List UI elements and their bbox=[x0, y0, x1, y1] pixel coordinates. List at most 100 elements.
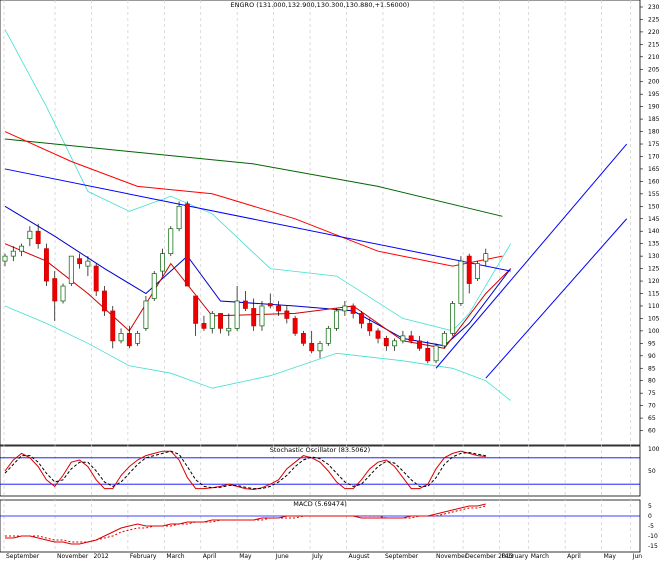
price-tick-label: 140 bbox=[648, 228, 660, 235]
price-tick-label: 200 bbox=[648, 79, 660, 86]
candle-body bbox=[309, 342, 315, 352]
price-tick-label: 165 bbox=[648, 166, 660, 173]
x-tick-label: February bbox=[502, 553, 529, 560]
price-tick-label: 115 bbox=[648, 291, 660, 298]
candle-body bbox=[201, 323, 207, 329]
candle-body bbox=[118, 333, 124, 342]
candle-body bbox=[168, 228, 174, 254]
price-tick-label: 70 bbox=[648, 403, 656, 410]
candle-body bbox=[135, 333, 141, 344]
candle-body bbox=[408, 335, 414, 342]
ma-100-line bbox=[4, 131, 503, 267]
candle-body bbox=[93, 265, 99, 292]
price-tick-label: 190 bbox=[648, 104, 660, 111]
price-tick-label: 155 bbox=[648, 191, 660, 198]
macd-signal-line bbox=[5, 505, 486, 543]
price-tick-label: 230 bbox=[648, 4, 660, 11]
candle-body bbox=[334, 310, 340, 329]
candle-body bbox=[450, 303, 456, 334]
candle-body bbox=[242, 300, 248, 309]
candle-body bbox=[209, 313, 215, 329]
candle-body bbox=[284, 310, 290, 319]
bollinger-lower-line bbox=[4, 305, 511, 401]
x-tick-label: March bbox=[531, 553, 549, 560]
x-tick-label: Jun bbox=[632, 553, 643, 560]
price-tick-label: 130 bbox=[648, 253, 660, 260]
candle-body bbox=[441, 333, 447, 347]
candle-body bbox=[193, 295, 199, 324]
stochastic-tick-label: 100 bbox=[648, 446, 660, 453]
price-tick-label: 85 bbox=[648, 365, 656, 372]
price-tick-label: 205 bbox=[648, 66, 660, 73]
macd-tick-label: 0 bbox=[648, 513, 652, 520]
x-tick-label: April bbox=[203, 553, 217, 560]
candle-body bbox=[392, 340, 398, 347]
candle-body bbox=[184, 203, 190, 287]
candle-body bbox=[10, 250, 16, 257]
price-tick-label: 105 bbox=[648, 315, 660, 322]
ma-20-line bbox=[4, 205, 512, 347]
candle-body bbox=[77, 258, 83, 264]
x-tick-label: May bbox=[604, 553, 617, 560]
price-tick-label: 135 bbox=[648, 241, 660, 248]
x-tick-label: February bbox=[130, 553, 157, 560]
price-tick-label: 195 bbox=[648, 91, 660, 98]
candle-body bbox=[160, 253, 165, 272]
descending-resistance-trendline bbox=[4, 168, 511, 272]
price-tick-label: 75 bbox=[648, 390, 656, 397]
channel-upper-trendline bbox=[435, 143, 628, 369]
candle-body bbox=[367, 323, 373, 332]
x-tick-label: September bbox=[6, 553, 40, 560]
stochastic-tick-label: 50 bbox=[648, 468, 656, 475]
candle-body bbox=[267, 303, 273, 307]
macd-panel-frame bbox=[0, 499, 641, 553]
candle-body bbox=[60, 285, 66, 302]
candle-body bbox=[300, 333, 306, 344]
price-tick-label: 125 bbox=[648, 266, 660, 273]
candle-body bbox=[218, 313, 223, 329]
main-panel-frame bbox=[0, 0, 641, 446]
candle-body bbox=[2, 255, 8, 262]
ma-200-line bbox=[4, 138, 503, 217]
candle-body bbox=[475, 263, 480, 279]
candle-body bbox=[383, 338, 389, 347]
candle-body bbox=[292, 318, 298, 334]
price-tick-label: 80 bbox=[648, 378, 656, 385]
candle-body bbox=[68, 255, 74, 284]
candle-body bbox=[43, 248, 49, 282]
candle-body bbox=[259, 305, 265, 327]
candle-body bbox=[425, 347, 431, 362]
candle-body bbox=[417, 340, 422, 349]
candle-body bbox=[151, 273, 157, 299]
price-tick-label: 185 bbox=[648, 116, 660, 123]
stochastic-d-line bbox=[4, 450, 486, 490]
price-tick-label: 100 bbox=[648, 328, 660, 335]
x-tick-label: September bbox=[385, 553, 419, 560]
candle-body bbox=[375, 330, 381, 339]
candle-body bbox=[325, 328, 331, 344]
price-tick-label: 215 bbox=[648, 41, 660, 48]
price-tick-label: 65 bbox=[648, 415, 656, 422]
macd-tick-label: -5 bbox=[648, 523, 654, 530]
candle-body bbox=[35, 230, 41, 245]
candle-body bbox=[458, 260, 464, 304]
candle-body bbox=[433, 345, 439, 362]
candle-body bbox=[317, 342, 323, 352]
price-tick-label: 95 bbox=[648, 340, 656, 347]
stochastic-panel-frame bbox=[0, 445, 641, 497]
macd-tick-label: 5 bbox=[648, 503, 652, 510]
candle-body bbox=[234, 300, 240, 329]
candle-body bbox=[19, 245, 25, 252]
candle-body bbox=[126, 333, 132, 347]
price-tick-label: 120 bbox=[648, 278, 660, 285]
candle-body bbox=[110, 310, 116, 342]
candle-body bbox=[176, 205, 182, 230]
candle-body bbox=[400, 335, 406, 342]
candle-body bbox=[251, 308, 257, 327]
price-tick-label: 210 bbox=[648, 54, 660, 61]
candle-body bbox=[102, 290, 107, 312]
candle-body bbox=[350, 305, 356, 314]
macd-title: MACD (5.69474) bbox=[293, 500, 347, 508]
